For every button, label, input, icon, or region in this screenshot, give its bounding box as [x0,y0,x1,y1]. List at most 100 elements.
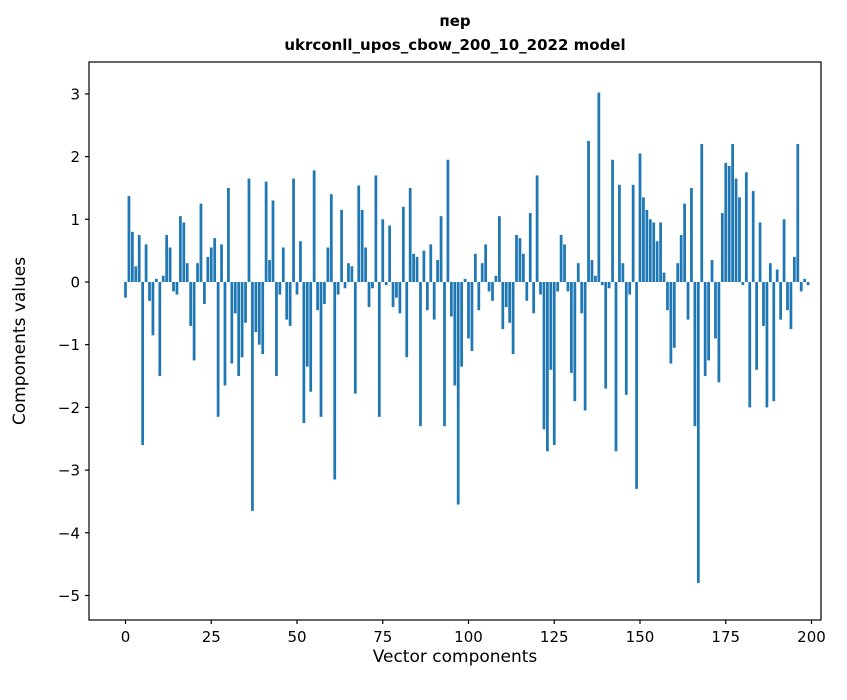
bar [559,234,563,282]
x-tick-label: 100 [454,628,483,646]
x-tick-label: 75 [373,628,392,646]
bar [223,282,227,386]
bar [439,216,443,282]
bar [576,263,580,282]
bar [172,282,175,292]
bar [580,282,584,314]
bar [655,241,659,282]
bar [137,234,141,282]
bar [357,185,361,282]
bar [456,282,460,505]
x-tick-label: 25 [202,628,221,646]
bar [257,282,261,345]
bar [288,282,292,326]
bar [233,282,237,314]
bar [429,244,433,282]
bar [254,282,258,333]
bar [597,92,601,283]
bar-series [124,92,810,583]
bar [600,282,604,286]
bar [144,244,148,282]
bar [443,282,446,427]
bar [319,282,323,417]
bar [806,282,810,286]
bar [508,282,512,323]
bar [350,266,354,282]
bar [158,282,162,377]
bar [275,282,278,377]
bar [340,209,343,282]
axes [88,61,822,621]
bar [168,247,172,282]
bar [484,244,488,282]
bar [299,241,302,282]
y-tick-label: −4 [58,524,80,542]
bar [285,282,289,320]
bar [690,187,693,282]
bar [587,140,590,282]
bar [371,282,374,289]
bar [141,282,145,446]
bar [377,282,381,417]
bar [401,206,405,282]
bar [467,282,470,339]
y-tick-label: 0 [70,274,80,292]
bar [333,282,337,480]
chart-title-model: ukrconll_upos_cbow_200_10_2022 model [284,36,625,54]
bar [292,178,295,282]
bar [542,282,546,430]
bar [621,263,625,282]
bar [206,256,210,282]
chart-title-word: пер [439,12,471,30]
bar [326,247,330,282]
x-tick-label: 125 [540,628,569,646]
bar [347,263,350,282]
bar [473,253,477,282]
bar [220,244,223,282]
bar [151,282,155,336]
bar [638,153,642,282]
bar [432,282,436,320]
bar [727,166,731,282]
bar [590,260,594,282]
bar [302,282,306,424]
bar [343,282,347,289]
bar [405,282,409,358]
bar [216,282,220,417]
bar [679,234,683,282]
bar [611,159,614,282]
bar [707,282,710,361]
bar [271,200,275,282]
bar [477,282,481,311]
x-tick-label: 150 [626,628,655,646]
bar [614,282,618,452]
bar [446,159,450,282]
bar [724,162,728,282]
y-tick-label: 2 [70,148,80,166]
bar [227,187,230,282]
bar [264,181,268,282]
bar [669,282,673,364]
bar [546,282,549,452]
y-tick-label: 1 [70,211,80,229]
bar [261,282,265,355]
bar [803,278,807,282]
y-tick-label: −3 [58,462,80,480]
bar [731,144,734,282]
bar [768,263,772,282]
bar [240,282,244,358]
bar [672,282,676,348]
tick-labels: 3 2 1 0 −1 −2 −3 −4 −5 0 25 50 75 100 125 150 175 200 [58,85,826,646]
bar [398,282,402,314]
bar [415,256,419,282]
bar [412,253,415,282]
bar [594,275,597,282]
bar [734,178,738,282]
bar [381,219,385,282]
bar [738,197,741,282]
bar [607,282,611,289]
bar [189,282,193,326]
bar [782,219,786,282]
bar [775,269,779,282]
